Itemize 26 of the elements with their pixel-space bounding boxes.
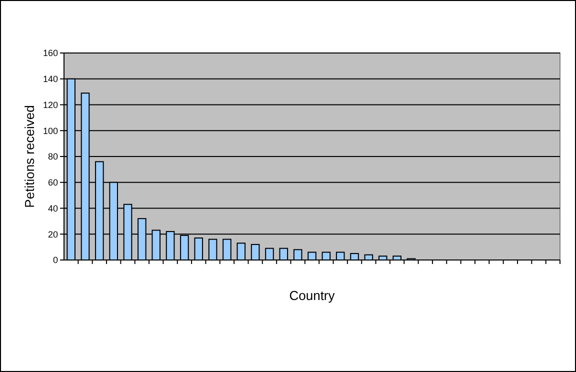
y-tick-label: 100 — [42, 126, 58, 136]
y-tick-label: 20 — [48, 229, 58, 240]
bar — [350, 253, 359, 260]
x-axis-title: Country — [289, 288, 336, 303]
bar — [222, 238, 232, 260]
y-tick-label: 0 — [52, 255, 58, 266]
bar — [265, 248, 274, 260]
bar — [208, 238, 218, 260]
y-tick-label: 80 — [48, 152, 58, 162]
bar — [279, 248, 288, 260]
bar — [336, 252, 345, 260]
bar — [364, 254, 374, 260]
bar — [308, 252, 316, 260]
bar — [236, 242, 246, 260]
y-tick-label: 120 — [42, 100, 58, 110]
y-tick-label: 140 — [42, 74, 58, 84]
y-tick-label: 160 — [42, 48, 58, 58]
y-tick-label: 60 — [48, 178, 58, 188]
y-axis-title: Petitions received — [22, 105, 37, 208]
y-tick-label: 40 — [48, 203, 58, 214]
bar — [392, 256, 402, 260]
bar — [322, 252, 331, 260]
bar — [293, 249, 302, 260]
bar — [250, 244, 260, 260]
bar — [378, 256, 388, 260]
bar — [194, 238, 204, 260]
